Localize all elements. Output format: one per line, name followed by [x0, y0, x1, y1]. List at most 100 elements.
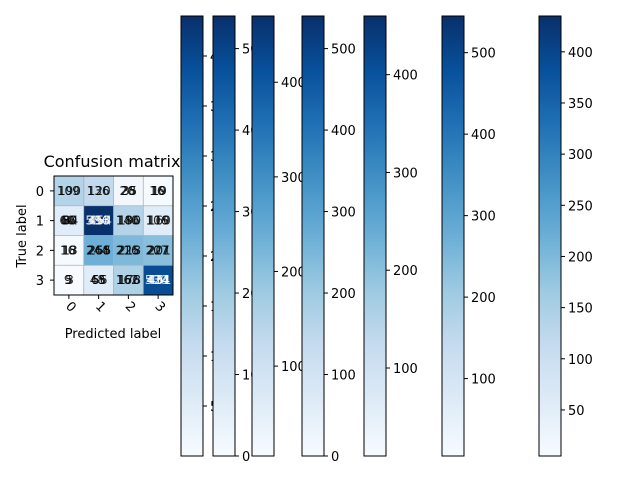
x-tick-label: 3 — [152, 299, 168, 315]
heatmap-cell — [143, 235, 174, 266]
cell-value-label: 454 — [89, 214, 112, 228]
cell-value-label: 162 — [116, 273, 139, 287]
cell-value-label: 216 — [116, 243, 139, 257]
heatmap-cell — [83, 205, 114, 236]
heatmap-frame — [53, 175, 174, 296]
cell-value-label: 80 — [62, 214, 77, 228]
colorbar-tick-label: 200 — [281, 265, 306, 280]
heatmap-cell — [83, 235, 114, 266]
cell-value-label: 218 — [118, 243, 141, 257]
cell-value-label: 190 — [118, 214, 141, 228]
colorbar-tick-label: 400 — [471, 128, 496, 143]
cell-value-label: 10 — [150, 184, 165, 198]
y-tick-label: 3 — [36, 274, 44, 289]
colorbar — [301, 15, 325, 457]
colorbar — [180, 15, 204, 457]
cell-value-label: 16 — [149, 184, 164, 198]
colorbar-tick-label: 50 — [568, 404, 585, 419]
cell-value-label: 424 — [146, 273, 169, 287]
cell-value-label: 186 — [117, 214, 140, 228]
cell-value-label: 190 — [58, 184, 81, 198]
cell-value-label: 84 — [63, 214, 78, 228]
heatmap-cell — [54, 205, 85, 236]
colorbar — [212, 15, 236, 457]
heatmap-cell — [143, 205, 174, 236]
colorbar-tick-label: 200 — [568, 250, 593, 265]
colorbar — [538, 15, 562, 457]
heatmap-cells — [54, 176, 174, 296]
cell-value-label: 534 — [85, 214, 108, 228]
cell-value-label: 60 — [59, 214, 74, 228]
cell-value-label: 28 — [121, 184, 136, 198]
cell-value-label: 244 — [86, 243, 109, 257]
colorbar-tick-label: 100 — [331, 369, 356, 384]
cell-value-label: 225 — [117, 243, 140, 257]
cell-value-label: 207 — [145, 243, 168, 257]
cell-value-label: 255 — [88, 243, 111, 257]
colorbar-tick-label: 200 — [393, 264, 418, 279]
cell-value-label: 66 — [61, 214, 76, 228]
colorbar-tick-label: 300 — [393, 166, 418, 181]
cell-value-label: 13 — [62, 243, 77, 257]
x-tick-label: 1 — [92, 299, 108, 315]
cell-value-label: 109 — [57, 184, 80, 198]
heatmap-cell — [143, 265, 174, 296]
cell-value-label: 166 — [117, 273, 140, 287]
colorbar-tick-label: 500 — [331, 43, 356, 58]
y-tick-label: 0 — [36, 185, 44, 200]
colorbar-tick-label: 300 — [568, 148, 593, 163]
colorbar — [363, 15, 387, 457]
colorbar-tick-label: 350 — [568, 97, 593, 112]
cell-value-label: 178 — [118, 273, 141, 287]
heatmap-cell — [113, 265, 144, 296]
cell-value-label: 56 — [92, 273, 107, 287]
heatmap-cell — [54, 176, 85, 207]
cell-value-label: 268 — [87, 243, 110, 257]
heatmap-cell — [83, 176, 114, 207]
colorbar-tick-label: 0 — [242, 450, 250, 465]
cell-value-label: 18 — [61, 243, 76, 257]
colorbar-tick-label: 400 — [393, 69, 418, 84]
cell-value-label: 227 — [147, 243, 170, 257]
cell-value-label: 106 — [145, 214, 168, 228]
cell-value-label: 201 — [148, 243, 171, 257]
heatmap-cell — [113, 176, 144, 207]
cell-value-label: 451 — [148, 273, 171, 287]
heatmap-cell — [113, 235, 144, 266]
colorbar-tick-label: 250 — [568, 199, 593, 214]
cell-value-label: 136 — [87, 184, 110, 198]
cell-value-label: 160 — [148, 214, 171, 228]
colorbar-tick-label: 300 — [471, 210, 496, 225]
colorbar-tick-label: 100 — [393, 362, 418, 377]
colorbar-tick-label: 200 — [331, 287, 356, 302]
colorbar — [251, 15, 275, 457]
colorbar-tick-label: 100 — [568, 353, 593, 368]
colorbar-tick-label: 100 — [281, 360, 306, 375]
colorbar — [441, 15, 465, 457]
colorbar-tick-label: 150 — [568, 302, 593, 317]
cell-value-label: 35 — [122, 184, 137, 198]
colorbar-tick-label: 500 — [471, 47, 496, 62]
cell-value-label: 16 — [60, 243, 75, 257]
colorbar-tick-label: 100 — [471, 373, 496, 388]
cell-value-label: 9 — [64, 273, 72, 287]
x-tick-label: 0 — [62, 299, 78, 315]
heatmap-cell — [113, 205, 144, 236]
colorbar-tick-label: 300 — [331, 206, 356, 221]
cell-value-label: 19 — [152, 184, 167, 198]
colorbar-tick-label: 300 — [281, 171, 306, 186]
cell-value-label: 65 — [91, 273, 106, 287]
cell-value-label: 396 — [87, 214, 110, 228]
heatmap-cell — [54, 265, 85, 296]
chart-title: Confusion matrix — [44, 152, 181, 171]
colorbar-tick-label: 400 — [568, 46, 593, 61]
x-tick-label: 2 — [122, 299, 138, 315]
heatmap-cell — [83, 265, 114, 296]
x-axis-label: Predicted label — [65, 327, 162, 342]
heatmap-cell — [143, 176, 174, 207]
cell-value-label: 119 — [147, 214, 170, 228]
cell-value-label: 453 — [88, 214, 111, 228]
cell-value-label: 140 — [116, 214, 139, 228]
colorbar-tick-label: 400 — [331, 124, 356, 139]
